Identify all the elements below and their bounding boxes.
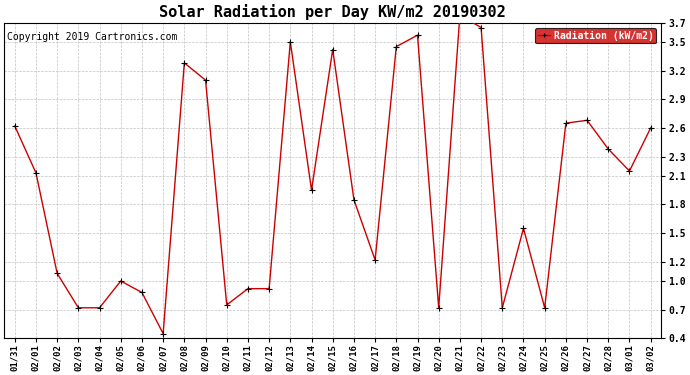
Radiation (kW/m2) — [265, 286, 273, 291]
Radiation (kW/m2) — [32, 171, 40, 175]
Radiation (kW/m2) — [604, 147, 613, 151]
Radiation (kW/m2) — [413, 33, 422, 38]
Radiation (kW/m2) — [75, 306, 83, 310]
Radiation (kW/m2) — [286, 40, 295, 44]
Radiation (kW/m2) — [95, 306, 104, 310]
Line: Radiation (kW/m2): Radiation (kW/m2) — [12, 12, 653, 336]
Title: Solar Radiation per Day KW/m2 20190302: Solar Radiation per Day KW/m2 20190302 — [159, 4, 506, 20]
Radiation (kW/m2) — [435, 306, 443, 310]
Radiation (kW/m2) — [159, 332, 167, 336]
Radiation (kW/m2) — [625, 169, 633, 173]
Radiation (kW/m2) — [117, 279, 125, 283]
Radiation (kW/m2) — [583, 118, 591, 123]
Radiation (kW/m2) — [392, 44, 400, 49]
Radiation (kW/m2) — [371, 258, 380, 262]
Radiation (kW/m2) — [350, 198, 358, 202]
Radiation (kW/m2) — [307, 188, 315, 192]
Radiation (kW/m2) — [562, 121, 570, 125]
Radiation (kW/m2) — [138, 290, 146, 295]
Radiation (kW/m2) — [456, 13, 464, 17]
Legend: Radiation (kW/m2): Radiation (kW/m2) — [535, 28, 656, 44]
Text: Copyright 2019 Cartronics.com: Copyright 2019 Cartronics.com — [8, 32, 178, 42]
Radiation (kW/m2) — [244, 286, 252, 291]
Radiation (kW/m2) — [10, 124, 19, 128]
Radiation (kW/m2) — [520, 226, 528, 231]
Radiation (kW/m2) — [328, 47, 337, 52]
Radiation (kW/m2) — [180, 61, 188, 65]
Radiation (kW/m2) — [53, 271, 61, 276]
Radiation (kW/m2) — [201, 78, 210, 82]
Radiation (kW/m2) — [477, 25, 485, 30]
Radiation (kW/m2) — [540, 306, 549, 310]
Radiation (kW/m2) — [223, 303, 231, 307]
Radiation (kW/m2) — [647, 126, 655, 130]
Radiation (kW/m2) — [498, 306, 506, 310]
